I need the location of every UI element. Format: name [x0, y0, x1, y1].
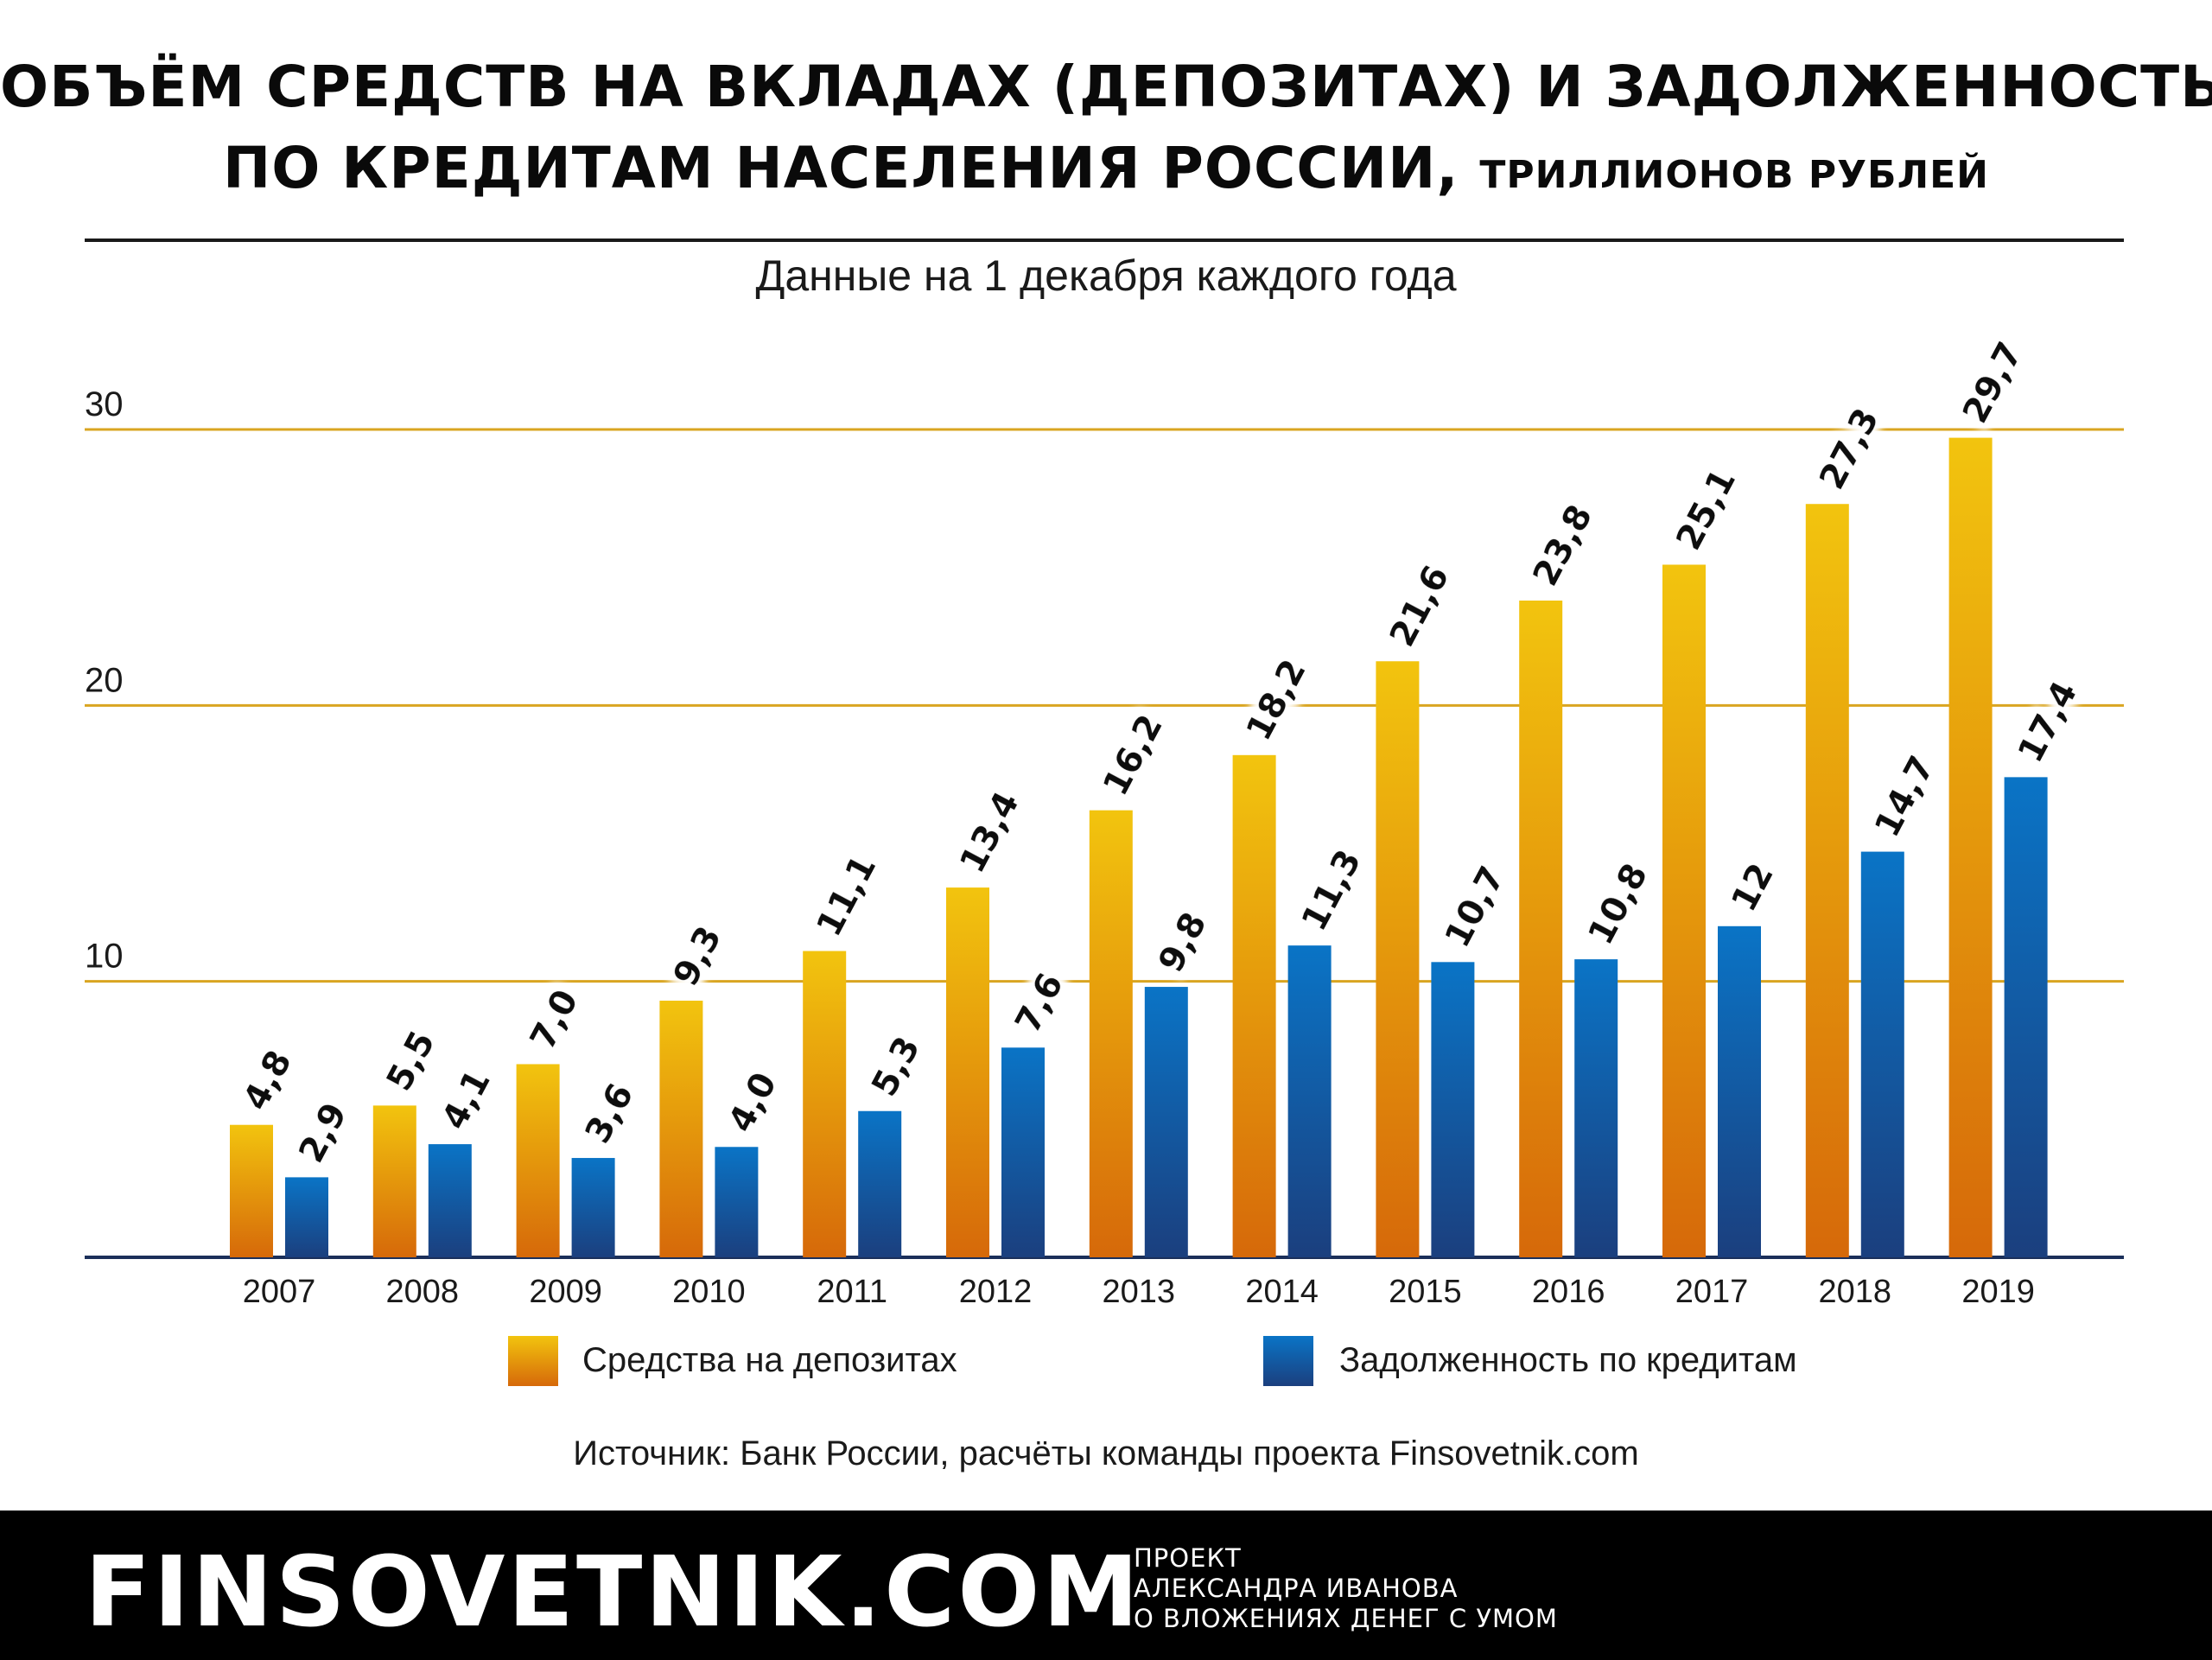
data-label-deposits-2016: 23,8: [1525, 499, 1600, 593]
data-label-loans-2019: 17,4: [2011, 675, 2086, 769]
legend-label-loans: Задолженность по кредитам: [1339, 1341, 1797, 1379]
bar-deposits-2007: [230, 1124, 273, 1257]
data-label-loans-2008: 4,1: [435, 1064, 499, 1136]
data-label-loans-2010: 4,0: [721, 1066, 785, 1139]
x-tick-label-2014: 2014: [1245, 1274, 1319, 1310]
x-tick-label-2012: 2012: [959, 1274, 1033, 1310]
x-tick-label-2007: 2007: [243, 1274, 316, 1310]
bar-deposits-2015: [1376, 661, 1420, 1257]
bar-deposits-2008: [372, 1105, 416, 1257]
data-label-loans-2014: 11,3: [1294, 843, 1370, 938]
x-tick-label-2008: 2008: [386, 1274, 460, 1310]
bar-deposits-2017: [1662, 564, 1706, 1257]
bar-deposits-2018: [1805, 504, 1849, 1257]
x-tick-label-2010: 2010: [672, 1274, 746, 1310]
brand-tagline: ПРОЕКТ АЛЕКСАНДРА ИВАНОВА О ВЛОЖЕНИЯХ ДЕ…: [1134, 1543, 1558, 1634]
bar-deposits-2016: [1519, 600, 1563, 1257]
data-label-deposits-2007: 4,8: [236, 1044, 300, 1116]
bar-deposits-2013: [1089, 810, 1133, 1257]
bar-loans-2013: [1144, 987, 1188, 1257]
bar-loans-2018: [1860, 851, 1904, 1257]
chart-title-text: ПО КРЕДИТАМ НАСЕЛЕНИЯ РОССИИ,: [222, 135, 1459, 201]
chart-title-line-1: ОБЪЁМ СРЕДСТВ НА ВКЛАДАХ (ДЕПОЗИТАХ) И З…: [0, 54, 2212, 120]
data-label-deposits-2018: 27,3: [1812, 402, 1887, 496]
data-label-loans-2018: 14,7: [1867, 750, 1942, 844]
bar-loans-2017: [1718, 925, 1761, 1257]
footer-bar: FINSOVETNIK.COM ПРОЕКТ АЛЕКСАНДРА ИВАНОВ…: [0, 1511, 2212, 1660]
data-label-deposits-2017: 25,1: [1669, 462, 1744, 557]
tagline-line-3: О ВЛОЖЕНИЯХ ДЕНЕГ С УМОМ: [1134, 1604, 1558, 1633]
bar-deposits-2011: [803, 951, 847, 1257]
bar-loans-2008: [428, 1144, 472, 1257]
bar-deposits-2012: [946, 887, 989, 1257]
data-label-deposits-2015: 21,6: [1382, 559, 1458, 653]
data-label-loans-2009: 3,6: [578, 1078, 642, 1150]
data-label-loans-2017: 12: [1724, 857, 1782, 919]
data-label-deposits-2012: 13,4: [952, 785, 1027, 880]
tagline-line-2: АЛЕКСАНДРА ИВАНОВА: [1134, 1574, 1459, 1603]
bar-loans-2012: [1001, 1047, 1045, 1257]
data-label-loans-2007: 2,9: [291, 1097, 355, 1169]
tagline-line-1: ПРОЕКТ: [1134, 1543, 1242, 1573]
y-tick-label: 30: [85, 385, 124, 423]
x-tick-label-2013: 2013: [1103, 1274, 1176, 1310]
y-tick-label: 10: [85, 938, 124, 976]
data-label-loans-2015: 10,7: [1438, 860, 1513, 954]
source-note: Источник: Банк России, расчёты команды п…: [573, 1434, 1639, 1472]
bar-loans-2009: [571, 1158, 615, 1257]
y-tick-label: 20: [85, 661, 124, 699]
legend-label-deposits: Средства на депозитах: [582, 1341, 957, 1379]
x-tick-label-2016: 2016: [1532, 1274, 1605, 1310]
bar-loans-2019: [2004, 777, 2048, 1257]
bar-loans-2016: [1574, 959, 1618, 1257]
bar-deposits-2009: [516, 1064, 560, 1257]
legend-swatch-loans: [1263, 1336, 1313, 1386]
data-label-deposits-2009: 7,0: [523, 983, 587, 1056]
bar-loans-2014: [1287, 945, 1332, 1257]
data-label-deposits-2011: 11,1: [809, 849, 884, 943]
chart-title-line-2: ПО КРЕДИТАМ НАСЕЛЕНИЯ РОССИИ, ТРИЛЛИОНОВ…: [0, 135, 2212, 201]
bar-deposits-2019: [1948, 437, 1993, 1258]
bar-deposits-2010: [659, 1001, 703, 1257]
legend-swatch-deposits: [508, 1336, 558, 1386]
data-label-loans-2016: 10,8: [1580, 857, 1656, 951]
chart-subtitle: Данные на 1 декабря каждого года: [755, 251, 1457, 300]
data-label-deposits-2013: 16,2: [1096, 709, 1171, 803]
bar-deposits-2014: [1232, 754, 1276, 1257]
data-label-deposits-2019: 29,7: [1955, 336, 2031, 430]
data-label-loans-2013: 9,8: [1151, 906, 1215, 979]
bar-loans-2007: [285, 1177, 328, 1257]
bar-loans-2015: [1431, 962, 1475, 1257]
data-label-deposits-2014: 18,2: [1239, 653, 1314, 747]
x-tick-label-2017: 2017: [1675, 1274, 1749, 1310]
data-label-deposits-2008: 5,5: [379, 1025, 443, 1097]
x-tick-label-2015: 2015: [1389, 1274, 1462, 1310]
chart-title-units: ТРИЛЛИОНОВ РУБЛЕЙ: [1479, 153, 1989, 197]
brand-logo-text: FINSOVETNIK.COM: [85, 1536, 1141, 1649]
x-tick-label-2018: 2018: [1819, 1274, 1892, 1310]
x-tick-label-2009: 2009: [529, 1274, 602, 1310]
bar-loans-2011: [858, 1110, 902, 1257]
x-tick-label-2019: 2019: [1961, 1274, 2035, 1310]
bar-loans-2010: [715, 1147, 759, 1257]
data-label-loans-2011: 5,3: [864, 1030, 928, 1103]
x-tick-label-2011: 2011: [817, 1274, 887, 1310]
title-divider: [85, 239, 2124, 242]
data-label-loans-2012: 7,6: [1007, 967, 1071, 1040]
